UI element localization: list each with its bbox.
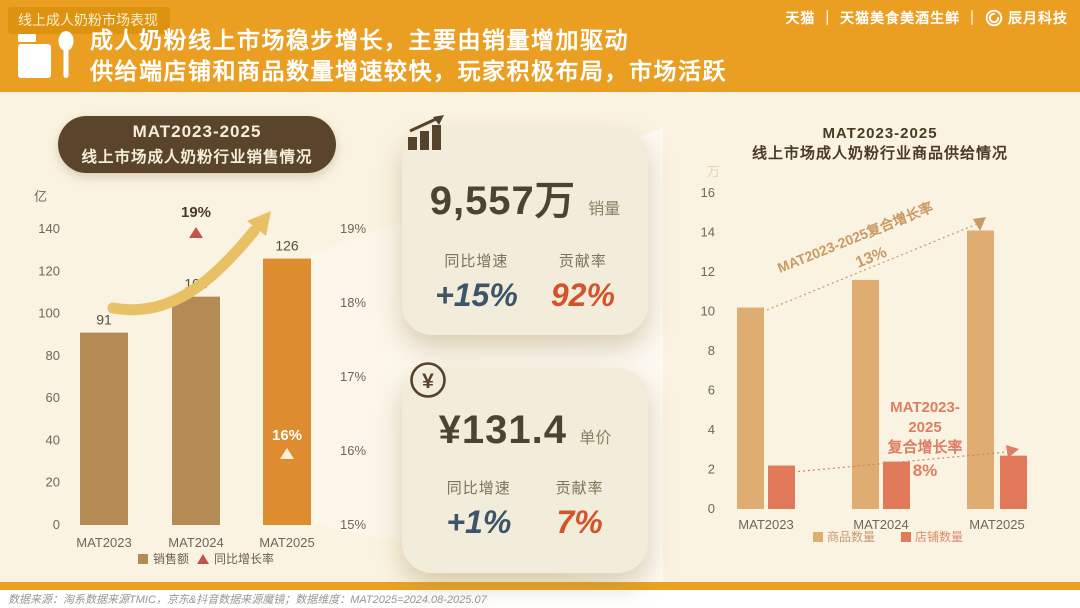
sales-volume-value-row: 9,557万 销量: [402, 168, 648, 226]
svg-text:140: 140: [38, 221, 60, 236]
slide-title: 成人奶粉线上市场稳步增长，主要由销量增加驱动 供给端店铺和商品数量增速较快，玩家…: [90, 25, 727, 87]
brand-company: 辰月科技: [1008, 10, 1068, 26]
svg-text:0: 0: [708, 501, 715, 516]
sales-volume-unit: 销量: [588, 201, 621, 218]
svg-text:120: 120: [38, 263, 60, 278]
slide-title-line2: 供给端店铺和商品数量增速较快，玩家积极布局，市场活跃: [90, 58, 727, 84]
bar-chart-up-icon: [406, 114, 446, 152]
unit-price-metrics: 同比增速 +1% 贡献率 7%: [402, 477, 648, 541]
sales-volume-card: 9,557万 销量 同比增速 +15% 贡献率 92%: [402, 128, 648, 335]
data-source-footer: 数据来源：淘系数据来源TMIC，京东&抖音数据来源魔镜；数据维度：MAT2025…: [0, 590, 1080, 608]
page-tag: 线上成人奶粉市场表现: [8, 7, 170, 34]
svg-text:MAT2025: MAT2025: [259, 535, 314, 550]
unit-price-value: ¥131.4: [438, 408, 567, 452]
svg-text:100: 100: [38, 306, 60, 321]
svg-text:复合增长率: 复合增长率: [886, 438, 962, 456]
supply-chart-title-line2: 线上市场成人奶粉行业商品供给情况: [751, 145, 1008, 162]
supply-chart-title-line1: MAT2023-2025: [822, 125, 938, 142]
brand-bar: 天猫 ｜ 天猫美食美酒生鲜 ｜ 辰月科技: [785, 8, 1068, 28]
brand-text: 天猫 ｜ 天猫美食美酒生鲜 ｜: [785, 10, 980, 26]
chenyue-logo-icon: [985, 9, 1003, 27]
sales-chart-title-line2: 线上市场成人奶粉行业销售情况: [81, 149, 313, 166]
svg-text:18%: 18%: [340, 295, 366, 310]
svg-text:2025: 2025: [908, 419, 941, 436]
header-banner: 线上成人奶粉市场表现 天猫 ｜ 天猫美食美酒生鲜 ｜ 辰月科技 成人奶粉线上市场…: [0, 0, 1080, 92]
svg-text:万: 万: [707, 164, 720, 179]
svg-text:126: 126: [275, 238, 299, 254]
supply-chart-title: MAT2023-2025 线上市场成人奶粉行业商品供给情况: [690, 124, 1070, 164]
unit-price-card: ¥131.4 单价 同比增速 +1% 贡献率 7%: [402, 368, 648, 573]
sales-chart-title-line1: MAT2023-2025: [132, 122, 262, 141]
svg-text:12: 12: [701, 264, 715, 279]
svg-text:13%: 13%: [853, 244, 889, 272]
unit-price-value-row: ¥131.4 单价: [402, 408, 648, 453]
svg-text:MAT2024: MAT2024: [168, 535, 223, 550]
svg-text:同比增长率: 同比增长率: [214, 551, 274, 566]
svg-text:0: 0: [53, 517, 60, 532]
svg-text:16%: 16%: [340, 443, 366, 458]
svg-text:20: 20: [46, 475, 60, 490]
svg-text:16: 16: [701, 185, 715, 200]
sales-volume-value: 9,557万: [429, 179, 576, 223]
sales-volume-metrics: 同比增速 +15% 贡献率 92%: [402, 250, 648, 314]
svg-text:MAT2023: MAT2023: [738, 517, 793, 532]
svg-text:4: 4: [708, 422, 715, 437]
milk-powder-spoon-icon: [16, 28, 80, 84]
svg-text:MAT2023-: MAT2023-: [890, 399, 960, 416]
svg-text:店铺数量: 店铺数量: [915, 529, 963, 544]
svg-text:¥: ¥: [422, 370, 434, 393]
supply-bar-chart: 万 0 2 4 6 8 10 12 14 16 MAT2023 MAT2024 MAT2025 商品数量 店…: [701, 164, 1027, 544]
metric-contribution: 贡献率 92%: [550, 253, 615, 313]
unit-price-unit: 单价: [579, 430, 612, 447]
metric-yoy: 同比增速 +15%: [435, 253, 518, 313]
yuan-coin-icon: ¥: [408, 360, 448, 400]
svg-text:8: 8: [708, 343, 715, 358]
svg-text:2: 2: [708, 462, 715, 477]
svg-text:40: 40: [46, 432, 60, 447]
svg-text:91: 91: [96, 312, 112, 328]
svg-text:MAT2024: MAT2024: [853, 517, 908, 532]
svg-text:60: 60: [46, 390, 60, 405]
sales-chart-title: MAT2023-2025 线上市场成人奶粉行业销售情况: [58, 116, 336, 173]
svg-text:16%: 16%: [272, 427, 302, 444]
svg-text:销售额: 销售额: [153, 551, 189, 566]
svg-text:6: 6: [708, 383, 715, 398]
divider-bar: [0, 582, 1080, 590]
svg-text:80: 80: [46, 348, 60, 363]
svg-text:19%: 19%: [340, 221, 366, 236]
svg-text:17%: 17%: [340, 369, 366, 384]
svg-text:MAT2023-2025复合增长率: MAT2023-2025复合增长率: [775, 199, 935, 276]
svg-text:15%: 15%: [340, 517, 366, 532]
metric-yoy: 同比增速 +1%: [446, 480, 512, 540]
sales-bar-chart: 亿 0 20 40 60 80 100 120 140 15% 16% 17% 18% 19% 91 MAT2…: [34, 189, 366, 566]
svg-text:14: 14: [701, 225, 715, 240]
svg-text:19%: 19%: [181, 204, 211, 221]
svg-text:商品数量: 商品数量: [827, 529, 875, 544]
svg-text:MAT2025: MAT2025: [969, 517, 1024, 532]
svg-text:MAT2023: MAT2023: [76, 535, 131, 550]
slide-title-line1: 成人奶粉线上市场稳步增长，主要由销量增加驱动: [90, 27, 629, 53]
svg-text:亿: 亿: [34, 189, 47, 204]
svg-text:10: 10: [701, 304, 715, 319]
svg-text:8%: 8%: [913, 461, 938, 480]
metric-contribution: 贡献率 7%: [555, 480, 604, 540]
